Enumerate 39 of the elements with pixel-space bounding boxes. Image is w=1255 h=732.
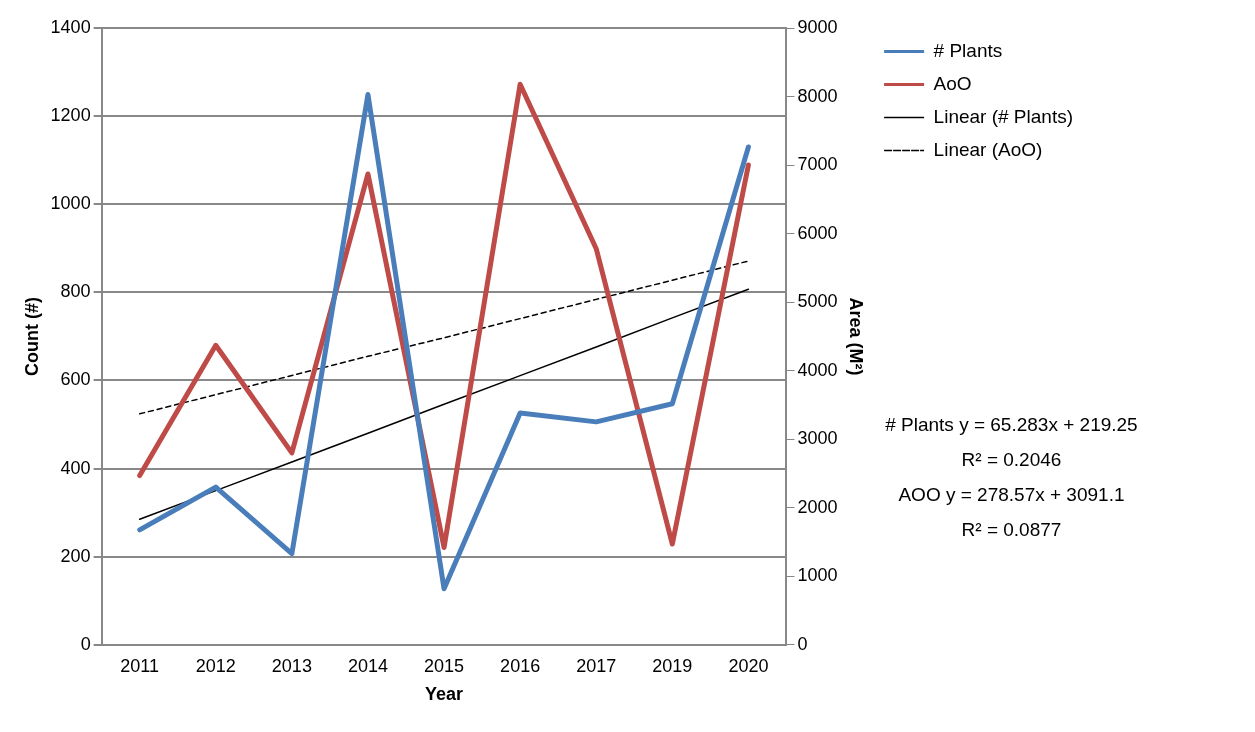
y2-tick-label: 9000 [797, 16, 838, 37]
text: R² = 0.2046 [961, 449, 1062, 471]
text: AOO y = 278.57x + 3091.1 [898, 484, 1125, 506]
y-tick-label: 1000 [50, 193, 91, 214]
y-tick-label: 800 [60, 281, 91, 302]
x-tick-label: 2019 [652, 655, 693, 676]
y-tick-label: 0 [80, 633, 91, 654]
x-tick-label: 2013 [271, 655, 312, 676]
legend-label: Linear (AoO) [933, 138, 1043, 160]
y2-tick-label: 5000 [797, 291, 838, 312]
y2-tick-label: 0 [797, 633, 808, 654]
y-tick-label: 1200 [50, 105, 91, 126]
x-tick-label: 2011 [120, 655, 160, 676]
y-tick-label: 1400 [50, 16, 91, 37]
x-tick-label: 2014 [347, 655, 388, 676]
y-axis-title: Count (#) [21, 296, 42, 376]
y2-tick-label: 2000 [797, 496, 838, 517]
y2-tick-label: 1000 [797, 565, 838, 586]
x-tick-label: 2020 [728, 655, 769, 676]
y2-axis-title: Area (M²) [846, 297, 867, 376]
line-series [138, 260, 750, 415]
legend-label: # Plants [933, 39, 1003, 61]
y-tick-label: 200 [60, 545, 91, 566]
x-tick-label: 2017 [576, 655, 617, 676]
x-axis-title: Year [425, 684, 464, 705]
y2-tick-label: 4000 [797, 359, 838, 380]
y-tick-label: 400 [60, 457, 91, 478]
x-tick-label: 2012 [195, 655, 236, 676]
x-tick-label: 2016 [500, 655, 541, 676]
y2-tick-label: 8000 [797, 85, 838, 106]
text: # Plants y = 65.283x + 219.25 [885, 414, 1138, 436]
x-tick-label: 2015 [424, 655, 465, 676]
y2-tick-label: 3000 [797, 428, 838, 449]
y2-tick-label: 6000 [797, 222, 838, 243]
y2-tick-label: 7000 [797, 154, 838, 175]
y-tick-label: 600 [60, 369, 91, 390]
legend-label: AoO [933, 72, 972, 94]
text: R² = 0.0877 [961, 519, 1062, 541]
legend-label: Linear (# Plants) [933, 105, 1073, 127]
